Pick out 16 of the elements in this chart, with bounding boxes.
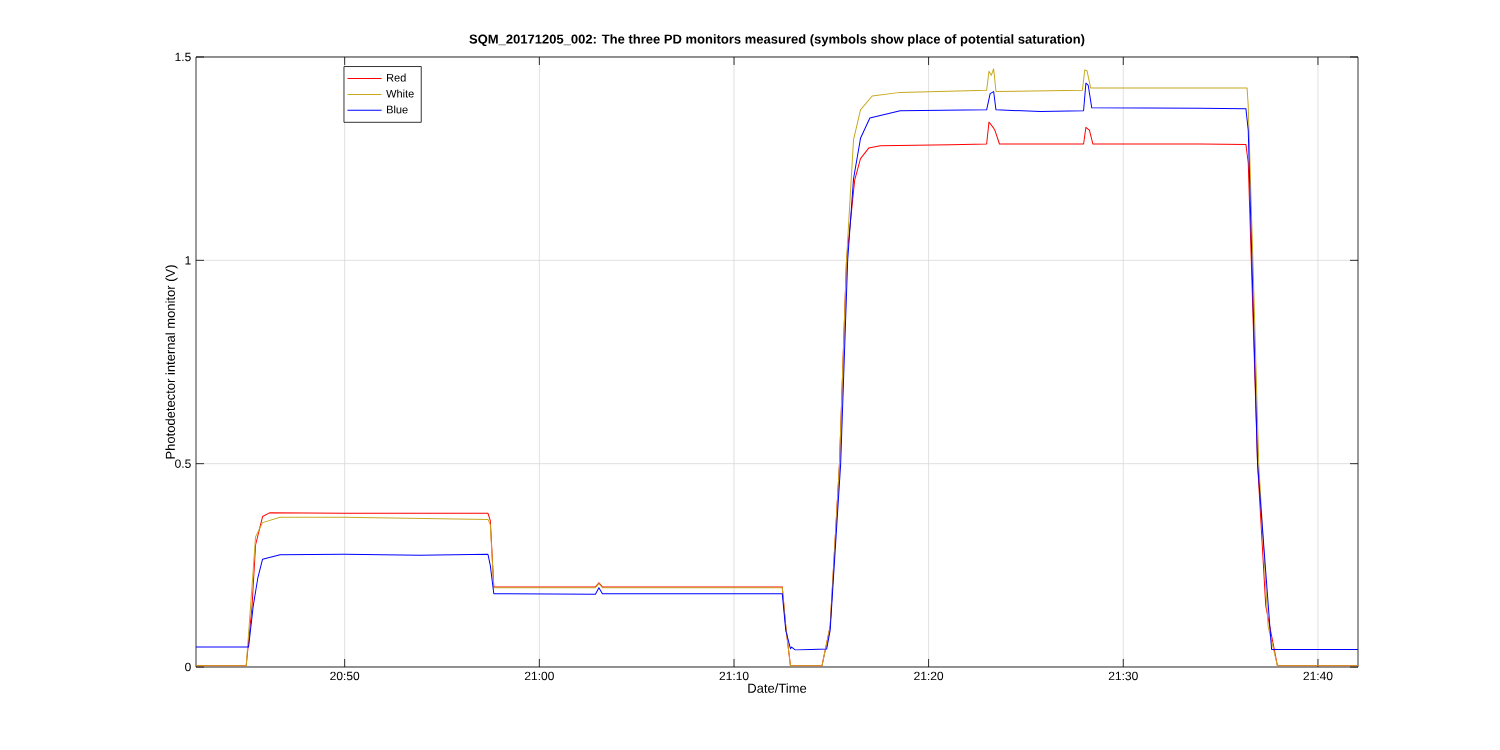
y-axis-title: Photodetector internal monitor (V) xyxy=(165,265,178,459)
y-tick-label: 0.5 xyxy=(175,459,191,468)
chart-title: SQM_20171205_002: The three PD monitors measured (symbols show place of potential saturation) xyxy=(469,34,1085,47)
y-tick-label: 1.5 xyxy=(175,52,191,62)
legend-label: Red xyxy=(387,73,406,82)
x-tick-label: 21:00 xyxy=(524,671,554,681)
legend-label: Blue xyxy=(387,105,408,114)
x-tick-label: 21:10 xyxy=(719,671,749,681)
y-tick-label: 1 xyxy=(185,256,191,265)
x-tick-label: 21:20 xyxy=(914,671,944,681)
x-tick-label: 20:50 xyxy=(330,671,360,681)
y-tick-label: 0 xyxy=(185,662,191,672)
x-tick-label: 21:30 xyxy=(1108,671,1138,681)
legend-label: White xyxy=(386,89,414,98)
x-tick-label: 21:40 xyxy=(1303,671,1333,681)
x-axis-title: Date/Time xyxy=(748,683,807,693)
